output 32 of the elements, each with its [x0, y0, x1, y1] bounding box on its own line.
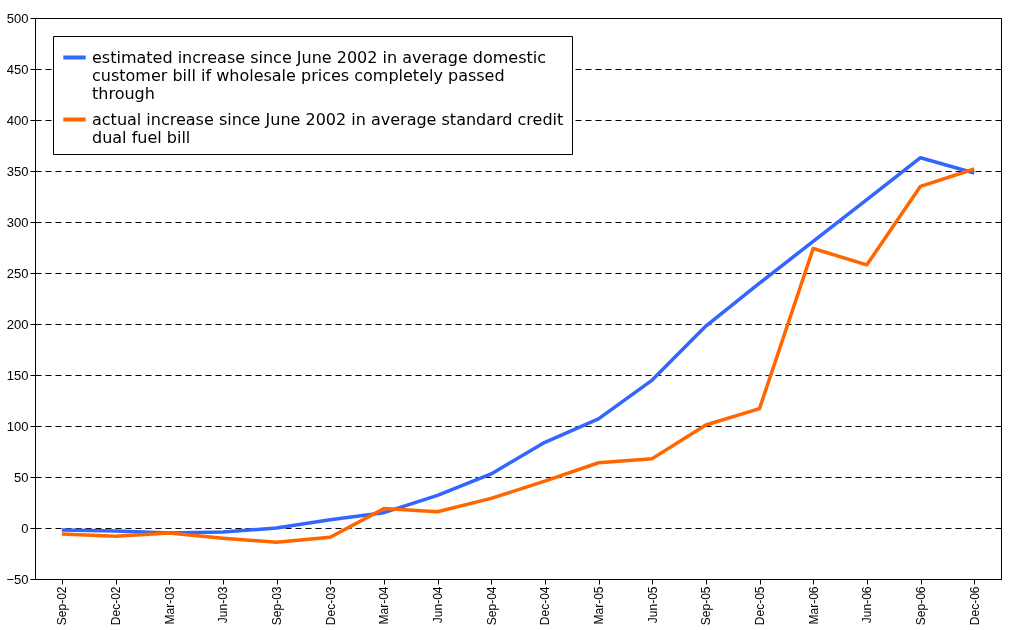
- y-tick-label: 0: [21, 520, 29, 536]
- x-tick-label: Sep-02: [55, 586, 70, 626]
- x-tick-label: Mar-06: [806, 586, 821, 625]
- y-tick-label: 500: [6, 10, 29, 26]
- x-tick-label: Dec-02: [109, 586, 123, 626]
- x-tick-label: Sep-05: [699, 586, 714, 626]
- legend-label: actual increase since June 2002 in average standard credit dual fuel bill: [92, 109, 564, 147]
- x-tick-label: Jun-06: [860, 586, 875, 624]
- x-tick-label: Dec-03: [323, 586, 338, 626]
- y-tick-label: 50: [14, 469, 29, 485]
- legend-label: estimated increase since June 2002 in average domestic customer bill if wholesale prices completely passed through: [92, 47, 547, 103]
- y-tick-label: 400: [6, 112, 29, 128]
- x-tick-label: Mar-05: [592, 586, 606, 625]
- y-tick-label: 350: [6, 163, 29, 179]
- x-tick-label: Jun-03: [216, 586, 231, 624]
- x-tick-label: Dec-06: [967, 586, 982, 626]
- y-tick-label: 150: [6, 367, 29, 383]
- x-tick-label: Dec-05: [753, 586, 767, 626]
- x-tick-label: Mar-03: [162, 586, 177, 625]
- y-tick-label: 250: [6, 265, 29, 281]
- x-tick-label: Sep-04: [484, 586, 499, 626]
- y-tick-label: 200: [6, 316, 29, 332]
- y-tick-label: −50: [6, 571, 29, 587]
- y-tick-label: 450: [6, 61, 29, 77]
- y-tick-label: 300: [6, 214, 29, 230]
- x-tick-label: Jun-04: [431, 586, 445, 624]
- x-tick-label: Sep-03: [270, 586, 284, 626]
- x-tick-label: Dec-04: [538, 586, 553, 626]
- x-tick-label: Sep-06: [914, 586, 928, 626]
- x-tick-label: Mar-04: [377, 586, 392, 625]
- x-tick-label: Jun-05: [645, 586, 660, 624]
- y-tick-label: 100: [6, 418, 29, 434]
